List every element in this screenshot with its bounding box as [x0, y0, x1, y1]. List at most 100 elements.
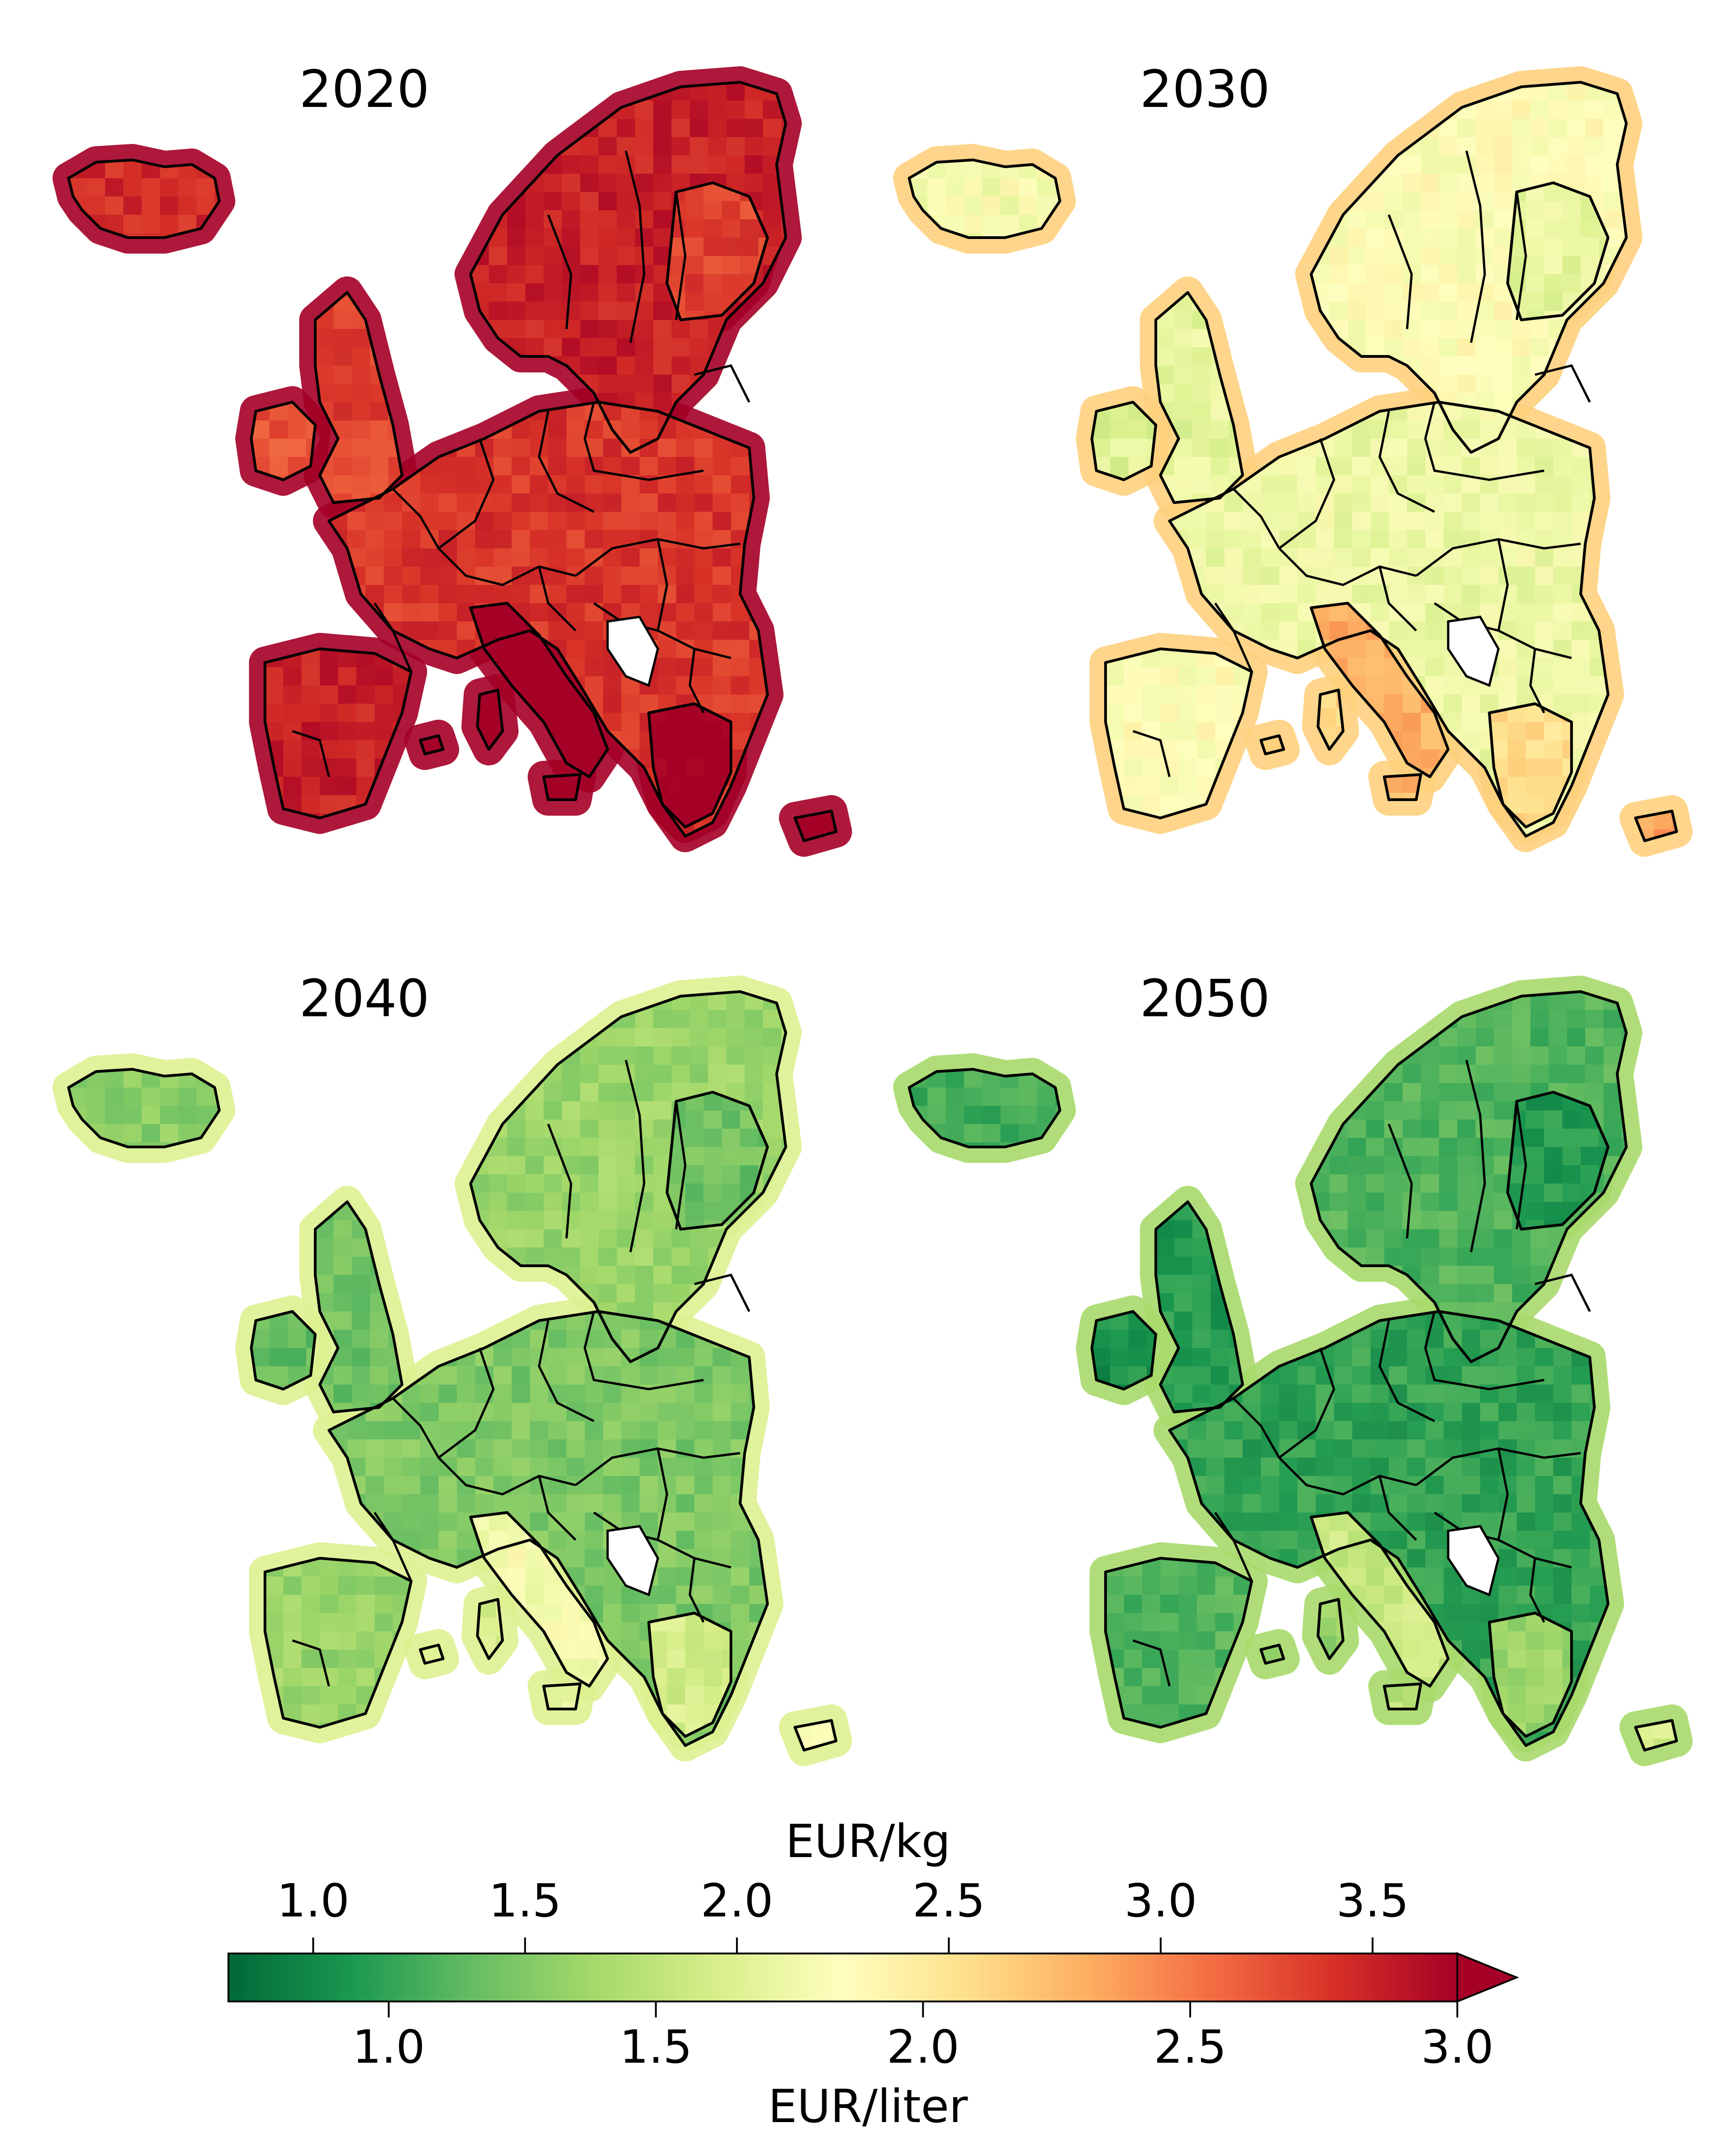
colorbar-gradient — [228, 1937, 1519, 2017]
land-cells-iberia — [1106, 1558, 1252, 1727]
country-border — [694, 364, 751, 403]
country-border — [538, 1320, 595, 1422]
colorbar-top-tick-label: 3.0 — [1124, 1874, 1197, 1927]
coastline-finland — [1506, 181, 1609, 321]
colorbar-top-unit-label: EUR/kg — [785, 1815, 951, 1868]
country-border — [1133, 1639, 1171, 1687]
country-border — [1424, 402, 1545, 481]
country-border — [547, 214, 572, 329]
map-panel-2050: 2050 — [841, 909, 1709, 1819]
colorbar: EUR/kg 1.0 1.5 2.0 2.5 3.0 3.5 1.0 1.5 2.0 2.5 3.… — [0, 1810, 1736, 2139]
country-border — [1387, 1124, 1413, 1239]
country-border — [1278, 1348, 1335, 1459]
country-border — [656, 1448, 668, 1540]
land-cells-ireland — [251, 1311, 315, 1389]
land-cells-sicily — [544, 775, 580, 800]
land-cells-sicily — [1384, 1684, 1421, 1709]
coastline-iberia — [264, 1557, 413, 1729]
coastline-cyprus — [794, 810, 837, 842]
colorbar-top-tick-label: 1.5 — [488, 1874, 561, 1927]
country-border — [1233, 1397, 1281, 1459]
coastline-scandinavia — [1310, 81, 1628, 454]
country-border — [1233, 488, 1281, 549]
coastline-finland — [666, 1091, 769, 1231]
coastline-greece — [647, 702, 732, 828]
panel-year-label: 2020 — [299, 60, 430, 119]
country-border — [438, 1348, 495, 1459]
map-panel-2040: 2040 — [0, 909, 868, 1819]
colorbar-bar — [228, 1953, 1458, 2002]
country-border — [1515, 191, 1527, 320]
coastline-cyprus — [1634, 810, 1678, 842]
coastline-sardinia — [476, 1598, 504, 1660]
panel-year-label: 2030 — [1140, 60, 1270, 119]
country-border — [1515, 1101, 1527, 1230]
coastline-iceland — [67, 1068, 221, 1148]
europe-map — [893, 976, 1693, 1766]
coastline-sicily — [542, 1683, 582, 1710]
coastline-italy — [1310, 1511, 1450, 1688]
coastline-finland — [666, 181, 769, 321]
panel-year-label: 2040 — [299, 969, 430, 1029]
colorbar-top-tick-label: 2.5 — [912, 1874, 985, 1927]
country-border — [1378, 1476, 1417, 1541]
country-border — [688, 648, 705, 714]
colorbar-top-tick-label: 2.0 — [700, 1874, 773, 1927]
country-border — [438, 547, 576, 586]
country-border — [1387, 214, 1413, 329]
country-border — [1378, 411, 1435, 513]
coastline-italy — [1310, 602, 1450, 778]
colorbar-bottom-tick-label: 1.5 — [619, 2020, 693, 2074]
land-cells-iberia — [265, 1558, 411, 1727]
coastline-scandinavia — [1310, 990, 1628, 1363]
country-border — [583, 402, 704, 481]
coastline-sicily — [1383, 773, 1422, 801]
land-cells-iceland — [69, 1069, 219, 1147]
colorbar-extend-arrow — [1456, 1952, 1519, 2003]
country-border — [373, 602, 413, 673]
coastline-greece — [1488, 702, 1573, 828]
country-border — [688, 1558, 705, 1623]
country-border — [1378, 566, 1417, 632]
europe-map — [53, 66, 852, 857]
map-panel-2020: 2020 — [0, 0, 868, 909]
coastline-ireland — [250, 401, 317, 481]
colorbar-top-tick-label: 1.0 — [276, 1874, 350, 1927]
colorbar-top-tick-label: 3.5 — [1336, 1874, 1409, 1927]
no-data-region — [1447, 616, 1500, 687]
coastline-iceland — [67, 159, 221, 239]
coastline-italy — [469, 1511, 609, 1688]
coastline-balearic — [1260, 734, 1285, 755]
coastline-balearic — [419, 734, 445, 755]
country-border — [656, 539, 668, 631]
coastline-iceland — [908, 159, 1061, 239]
coastline-iberia — [1104, 1557, 1253, 1729]
coastline-mainland — [328, 401, 769, 838]
country-border — [538, 566, 577, 632]
land-cells-finland — [1508, 1092, 1608, 1229]
coastline-mainland — [1168, 1310, 1609, 1747]
coastline-iceland — [908, 1068, 1061, 1148]
coastline-sardinia — [476, 689, 504, 751]
coastline-mainland — [1168, 401, 1609, 838]
country-border — [547, 1124, 572, 1239]
country-border — [1133, 730, 1171, 777]
map-panel-2030: 2030 — [841, 0, 1709, 909]
land-cells-iberia — [1106, 649, 1252, 818]
country-border — [1214, 1512, 1253, 1582]
country-border — [1465, 150, 1486, 343]
colorbar-bottom-unit-label: EUR/liter — [768, 2080, 968, 2133]
coastline-mainland — [328, 1310, 769, 1747]
country-border — [625, 150, 646, 343]
country-border — [438, 1457, 576, 1496]
coastline-ireland — [1090, 1310, 1157, 1391]
country-border — [538, 1476, 577, 1541]
country-border — [1529, 648, 1545, 714]
coastline-scandinavia — [469, 81, 787, 454]
land-cells-ireland — [1092, 1311, 1156, 1389]
coastline-ireland — [1090, 401, 1157, 481]
coastline-greece — [647, 1612, 732, 1738]
country-border — [1535, 364, 1591, 403]
country-border — [1497, 539, 1509, 631]
country-border — [392, 1397, 440, 1459]
